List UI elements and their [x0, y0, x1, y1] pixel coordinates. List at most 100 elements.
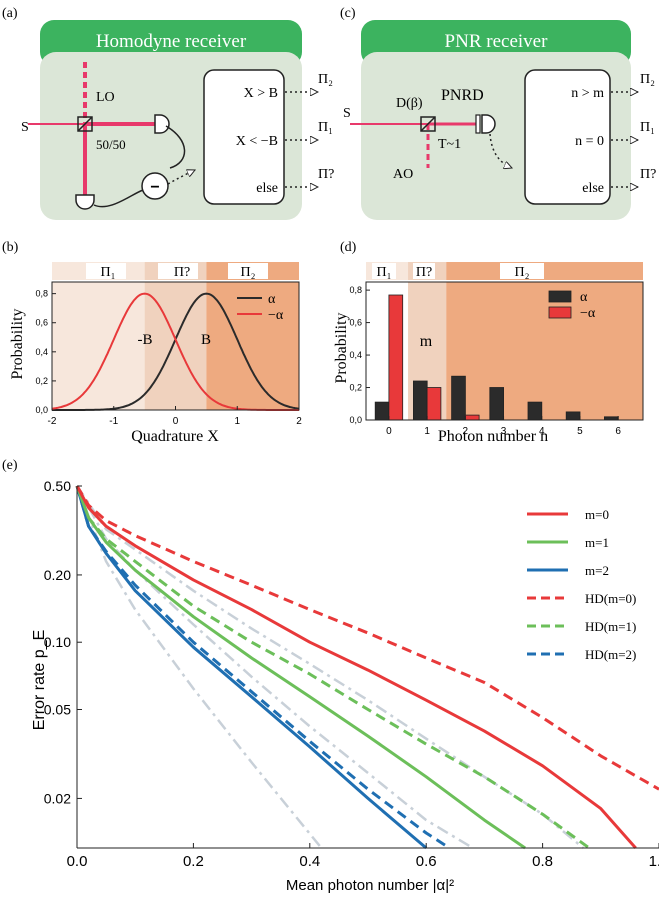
y-tick-label: 0,2 — [35, 376, 48, 386]
panel-b-legend: α−α — [237, 292, 284, 323]
panel-b: (b) Π₁ Π? Π₂ -2 -1 0 1 2 0,0 0,2 0,4 0,6 0,8 -B B… — [2, 240, 302, 445]
homodyne-lo-label: LO — [96, 90, 115, 105]
panel-a: (a) Homodyne receiver S LO 50/50 − X > B… — [2, 6, 334, 220]
series-reference-2-line — [75, 485, 585, 849]
pnr-logic-box — [524, 69, 611, 205]
legend-label: HD(m=1) — [585, 619, 636, 634]
x-tick-label: 0 — [173, 416, 179, 427]
homodyne-splitter-label: 50/50 — [96, 137, 126, 152]
panel-b-axes: -2 -1 0 1 2 0,0 0,2 0,4 0,6 0,8 — [35, 281, 302, 427]
panel-e-legend: m=0 m=1 m=2 HD(m=0) HD(m=1) HD(m=2) — [527, 507, 636, 662]
region-bar-label-bg-1 — [372, 263, 396, 279]
panel-d-frame — [365, 281, 644, 421]
series-m-0-line — [75, 485, 637, 849]
pnr-detector-label: PNRD — [441, 87, 484, 104]
region-bar-label-bg-2 — [158, 263, 198, 279]
panel-d-label-m: m — [420, 333, 433, 350]
panel-b-region-3: Π₂ — [241, 265, 256, 280]
bar-alpha-n0 — [374, 401, 390, 421]
y-tick-label: 0.02 — [44, 790, 71, 806]
panel-b-ylabel: Probability — [9, 308, 26, 379]
x-tick-label: 2 — [296, 416, 302, 427]
beam-splitter-icon — [77, 116, 93, 132]
panel-e-ylabel: Error rate p_E — [31, 630, 48, 730]
pnrd-detector-icon — [481, 114, 496, 134]
pnr-rule-1: n > m — [571, 86, 604, 101]
pnr-output-1: Π₂ — [640, 72, 655, 87]
series-reference-1-line — [75, 485, 474, 850]
panel-b-xlabel: Quadrature X — [131, 428, 219, 445]
panel-e-lines — [75, 485, 659, 850]
panel-d-region-bar — [366, 262, 643, 280]
x-tick-label: 5 — [577, 426, 583, 437]
y-tick-label: 0,6 — [349, 318, 362, 328]
region-bar-label-bg-3 — [500, 263, 544, 279]
panel-e-axes: 0.0 0.2 0.4 0.6 0.8 1.0 0.02 0.05 0.10 0.20 0.50 — [44, 478, 659, 870]
panel-d: (d) Π₁ Π? Π₂ 0 1 2 3 4 5 6 0,0 0,2 0,4 0,6 0,8 m α−… — [333, 240, 644, 445]
panel-b-region-2: Π? — [174, 265, 190, 280]
pnr-splitter-icon — [420, 116, 436, 132]
subtractor-sign: − — [150, 179, 159, 196]
panel-a-label: (a) — [2, 6, 18, 21]
series-m-2-line — [75, 485, 428, 850]
y-tick-label: 0.10 — [44, 634, 71, 650]
legend-label: m=2 — [585, 563, 609, 578]
pnr-rule-3: else — [582, 181, 604, 196]
panel-b-label: (b) — [2, 240, 19, 255]
y-tick-label: 0.05 — [44, 701, 71, 717]
detector-right-icon — [154, 114, 170, 134]
panel-b-regions — [52, 282, 299, 410]
panel-b-label-minus-b: -B — [138, 332, 153, 348]
legend-label: m=1 — [585, 535, 609, 550]
bar-minus-alpha-n2 — [464, 414, 480, 421]
homodyne-title: Homodyne receiver — [96, 31, 247, 52]
homodyne-rule-2: X < −B — [236, 134, 278, 149]
bar-minus-alpha-n1 — [426, 387, 442, 421]
x-tick-label: 0.0 — [67, 853, 88, 870]
region-bar-pi2 — [446, 262, 643, 280]
bar-alpha-n2 — [451, 375, 466, 421]
pnr-output-2: Π₁ — [640, 120, 655, 135]
pnr-signal-label: S — [343, 106, 351, 121]
x-tick-label: -1 — [109, 416, 118, 427]
panel-d-label: (d) — [340, 240, 357, 255]
bar-alpha-n4 — [527, 401, 543, 421]
panel-d-axes: 0 1 2 3 4 5 6 0,0 0,2 0,4 0,6 0,8 — [349, 281, 644, 437]
panel-b-region-bar — [52, 262, 299, 280]
x-tick-label: 2 — [463, 426, 469, 437]
y-tick-label: 0,0 — [35, 405, 48, 415]
x-tick-label: 0.2 — [183, 853, 204, 870]
legend-label: α — [580, 290, 588, 305]
y-tick-label: 0,8 — [349, 285, 362, 295]
homodyne-output-1: Π₂ — [318, 72, 333, 87]
panel-e: (e) 0.00.20.40.60.81.00.020.050.100.200.… — [2, 458, 659, 894]
x-tick-label: 4 — [539, 426, 545, 437]
homodyne-rule-1: X > B — [244, 86, 278, 101]
panel-c-label: (c) — [340, 6, 356, 21]
x-tick-label: 0.8 — [532, 853, 553, 870]
homodyne-logic-box — [203, 69, 285, 205]
homodyne-rule-3: else — [256, 181, 278, 196]
x-tick-label: 3 — [501, 426, 507, 437]
legend-label: −α — [268, 308, 284, 323]
homodyne-output-2: Π₁ — [318, 120, 333, 135]
panel-d-legend: α−α — [548, 290, 596, 321]
panel-d-bars — [374, 294, 619, 421]
detector-bottom-icon — [75, 194, 95, 210]
pnr-aux-label: AO — [393, 167, 413, 182]
panel-d-regions — [366, 282, 643, 420]
legend-label: HD(m=0) — [585, 591, 636, 606]
pnr-displacement-label: D(β) — [396, 96, 423, 111]
y-tick-label: 0.50 — [44, 478, 71, 494]
legend-label: α — [268, 292, 276, 307]
x-tick-label: -2 — [48, 416, 57, 427]
panel-b-label-b: B — [201, 332, 211, 348]
series-hd-m-0--line — [75, 485, 659, 791]
region-bar-label-bg-2 — [413, 263, 435, 279]
panel-c: (c) PNR receiver S D(β) PNRD T~1 AO n > … — [340, 6, 656, 220]
y-tick-label: 0,6 — [35, 318, 48, 328]
region-pi2 — [206, 282, 299, 410]
y-tick-label: 0,4 — [349, 350, 362, 360]
y-tick-label: 0,8 — [35, 289, 48, 299]
